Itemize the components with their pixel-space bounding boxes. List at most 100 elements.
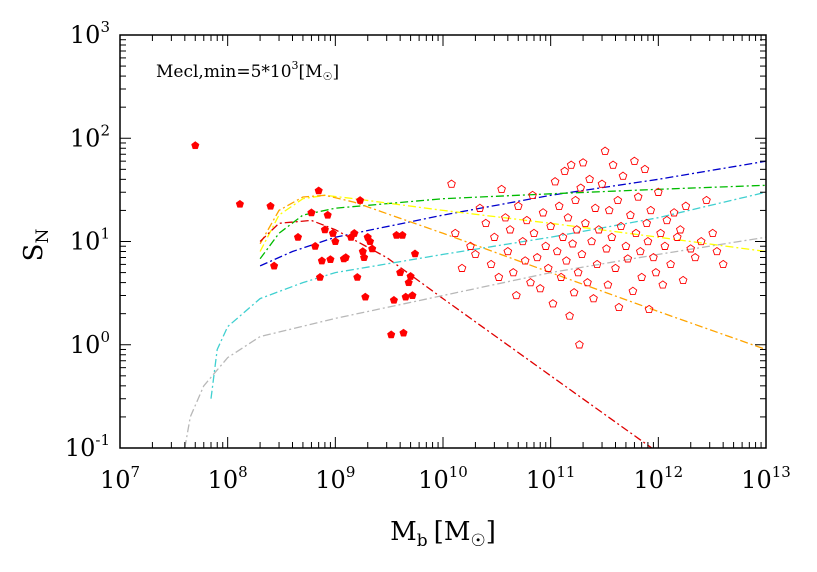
dwarf-point-19	[353, 272, 362, 281]
y-tick-label-exp-1: 0	[100, 328, 110, 346]
giant-point-56	[594, 225, 604, 234]
dwarf-point-2	[266, 201, 275, 210]
dwarf-point-13	[328, 228, 337, 237]
y-axis-title-sub: N	[33, 229, 53, 244]
dwarf-point-28	[389, 295, 398, 304]
x-tick-label-exp-3: 10	[449, 463, 468, 481]
giant-point-80	[643, 236, 653, 246]
giant-point-65	[613, 195, 623, 205]
giant-point-38	[565, 311, 574, 320]
giant-point-94	[678, 275, 688, 285]
dwarf-points-layer	[191, 141, 420, 339]
giant-point-8	[490, 232, 499, 241]
giant-point-79	[642, 218, 652, 228]
giant-point-48	[578, 158, 588, 167]
giant-point-99	[702, 195, 711, 205]
giant-point-96	[686, 244, 696, 253]
giant-point-40	[568, 239, 577, 248]
giant-point-76	[635, 246, 645, 256]
y-tick-label-2: 101	[70, 225, 110, 256]
giant-point-17	[518, 236, 528, 246]
series-line-6	[184, 236, 766, 448]
giant-point-12	[503, 246, 513, 256]
dwarf-point-26	[368, 244, 377, 253]
giant-point-53	[589, 294, 598, 303]
dwarf-point-32	[399, 328, 408, 337]
giant-point-39	[566, 160, 576, 169]
giant-point-47	[577, 249, 587, 259]
y-axis-title-base: S	[19, 244, 49, 262]
dwarf-point-37	[410, 249, 420, 258]
giant-point-4	[471, 249, 480, 259]
dwarf-point-23	[361, 292, 370, 301]
x-tick-label-base-6: 10	[741, 466, 772, 494]
giant-point-54	[590, 203, 600, 212]
giant-point-45	[575, 340, 584, 349]
tick-layer	[119, 34, 767, 449]
series-line-2	[259, 194, 766, 253]
x-tick-label-4: 1011	[526, 463, 576, 494]
x-axis-title-unit: [M	[434, 517, 471, 547]
giant-point-18	[520, 256, 530, 265]
giant-point-101	[712, 246, 722, 256]
giant-point-97	[690, 252, 700, 262]
giant-point-3	[466, 241, 475, 250]
y-tick-label-exp-0: -1	[95, 431, 110, 449]
giant-point-71	[626, 210, 635, 219]
giant-point-89	[662, 215, 672, 225]
dwarf-point-31	[398, 230, 407, 239]
x-tick-label-base-3: 10	[418, 466, 449, 494]
giant-point-62	[607, 232, 617, 241]
giant-point-42	[571, 195, 580, 205]
dwarf-point-18	[350, 228, 359, 237]
giant-point-98	[696, 236, 706, 246]
giant-point-20	[526, 278, 535, 287]
giant-point-52	[587, 236, 596, 246]
x-tick-label-5: 1012	[634, 463, 684, 494]
dwarf-point-22	[360, 253, 369, 261]
y-tick-label-0: 10-1	[65, 431, 110, 462]
giant-point-26	[541, 241, 551, 250]
dwarf-point-34	[404, 278, 413, 287]
dwarf-point-7	[314, 186, 323, 195]
dwarf-point-8	[315, 272, 325, 281]
x-tick-label-1: 108	[208, 463, 248, 494]
series-line-5	[210, 191, 766, 399]
giant-point-55	[592, 259, 602, 269]
series-line-0	[259, 160, 766, 267]
series-line-3	[259, 194, 766, 351]
y-axis-title: SN	[19, 229, 53, 262]
dwarf-point-6	[311, 241, 320, 250]
giant-point-64	[611, 263, 620, 272]
giant-point-81	[644, 304, 654, 314]
dwarf-point-30	[396, 268, 405, 277]
giant-point-88	[660, 241, 670, 250]
giant-point-19	[522, 215, 532, 225]
dwarf-point-20	[356, 196, 365, 204]
annotation-text: Mecl,min=5*10	[156, 62, 292, 82]
dwarf-point-3	[270, 261, 279, 270]
dwarf-point-1	[235, 199, 244, 208]
giant-point-33	[556, 272, 566, 281]
x-axis-title-close: ]	[486, 517, 496, 547]
x-tick-label-exp-4: 11	[556, 463, 575, 481]
giant-point-10	[497, 184, 506, 194]
giant-point-68	[618, 171, 628, 180]
y-tick-label-base-4: 10	[70, 21, 101, 49]
x-tick-label-base-1: 10	[208, 466, 239, 494]
giant-point-34	[558, 232, 568, 241]
giant-point-69	[621, 241, 631, 250]
giant-point-23	[532, 252, 542, 262]
y-tick-label-4: 103	[70, 18, 110, 49]
giant-point-16	[513, 201, 523, 210]
giant-point-78	[640, 164, 650, 174]
dwarf-point-11	[323, 210, 332, 219]
dwarf-point-36	[408, 291, 417, 299]
giant-point-66	[614, 302, 624, 312]
y-tick-label-base-2: 10	[70, 228, 101, 256]
y-tick-label-base-1: 10	[70, 331, 101, 359]
tick-label-layer: 107 108 109 1010 1011 1012 101310-110010110210…	[65, 18, 791, 494]
giant-point-61	[604, 205, 614, 215]
giant-point-22	[529, 228, 539, 238]
